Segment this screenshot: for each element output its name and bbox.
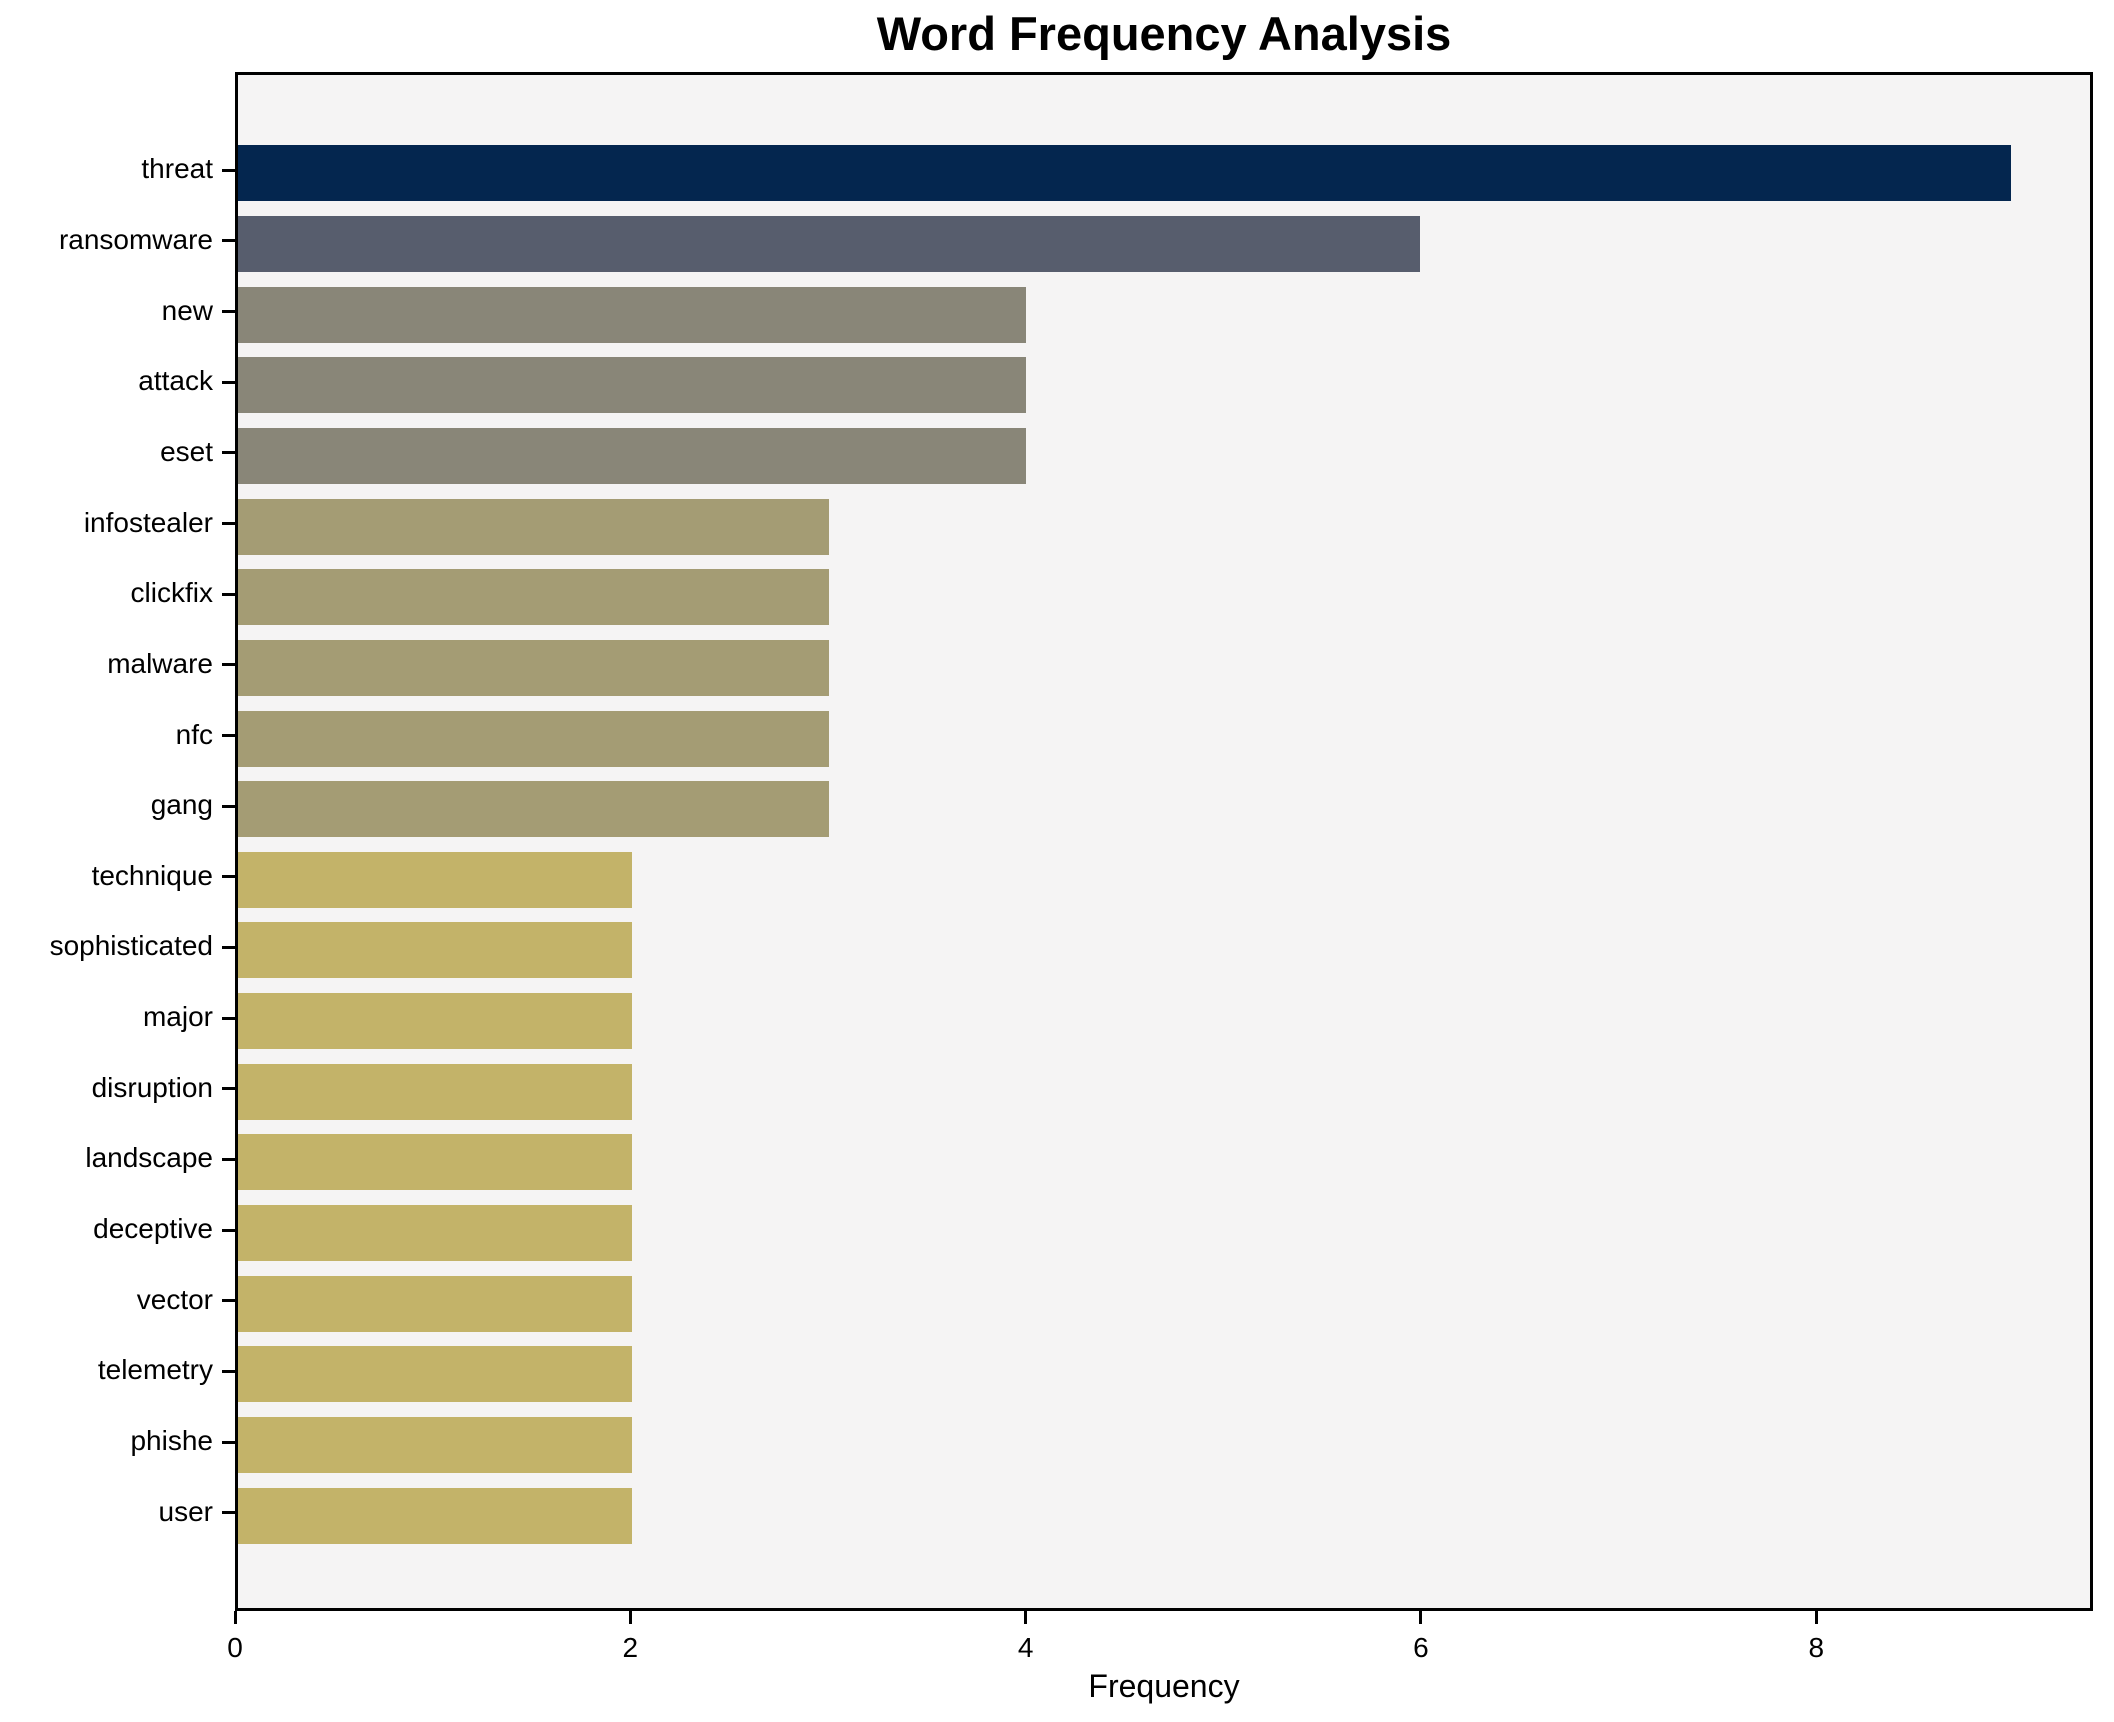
plot-area [235, 72, 2093, 1611]
y-tick-label-technique: technique [91, 859, 213, 891]
y-tick-label-major: major [142, 1001, 213, 1033]
y-tick-mark [222, 1228, 235, 1232]
y-tick-mark [222, 239, 235, 243]
y-tick-label-user: user [158, 1495, 213, 1527]
y-tick-label-attack: attack [138, 365, 213, 397]
x-tick-label-8: 8 [1808, 1632, 1825, 1663]
y-tick-mark [222, 380, 235, 384]
y-tick-mark [222, 1157, 235, 1161]
y-tick-mark [222, 310, 235, 314]
y-tick-label-malware: malware [107, 647, 213, 679]
bar-deceptive [238, 1205, 633, 1262]
bar-ransomware [238, 215, 1421, 272]
bar-new [238, 286, 1027, 343]
bar-attack [238, 357, 1027, 414]
y-tick-label-disruption: disruption [91, 1071, 213, 1103]
bar-nfc [238, 710, 830, 767]
bar-threat [238, 145, 2012, 202]
bar-user [238, 1487, 633, 1544]
x-axis-label: Frequency [1088, 1668, 1240, 1704]
y-tick-mark [222, 1440, 235, 1444]
y-tick-mark [222, 1299, 235, 1303]
bar-infostealer [238, 498, 830, 555]
y-tick-label-landscape: landscape [85, 1142, 213, 1174]
bars-layer [238, 75, 2090, 1608]
y-tick-mark [222, 1369, 235, 1373]
bar-disruption [238, 1063, 633, 1120]
y-tick-mark [222, 734, 235, 738]
y-tick-label-deceptive: deceptive [93, 1213, 213, 1245]
y-tick-label-clickfix: clickfix [130, 577, 213, 609]
bar-vector [238, 1275, 633, 1332]
x-tick-mark [233, 1611, 237, 1624]
y-tick-mark [222, 1511, 235, 1515]
y-tick-mark [222, 875, 235, 879]
y-tick-label-new: new [161, 294, 213, 326]
bar-technique [238, 851, 633, 908]
y-tick-label-threat: threat [141, 153, 213, 185]
y-tick-label-eset: eset [160, 435, 213, 467]
bar-landscape [238, 1134, 633, 1191]
y-tick-mark [222, 663, 235, 667]
x-tick-label-6: 6 [1413, 1632, 1429, 1663]
y-tick-label-nfc: nfc [175, 718, 213, 750]
x-tick-mark [1814, 1611, 1818, 1624]
y-tick-label-telemetry: telemetry [97, 1354, 213, 1386]
y-tick-mark [222, 522, 235, 526]
x-tick-label-2: 2 [622, 1632, 639, 1663]
bar-major [238, 993, 633, 1050]
y-tick-label-phishe: phishe [130, 1425, 213, 1457]
bar-phishe [238, 1417, 633, 1474]
x-tick-label-0: 0 [227, 1632, 243, 1663]
y-tick-label-vector: vector [136, 1283, 213, 1315]
bar-sophisticated [238, 922, 633, 979]
bar-gang [238, 781, 830, 838]
bar-clickfix [238, 569, 830, 626]
y-tick-mark [222, 592, 235, 596]
x-tick-mark [1024, 1611, 1028, 1624]
x-tick-label-4: 4 [1017, 1632, 1034, 1663]
y-tick-label-gang: gang [150, 789, 213, 821]
bar-eset [238, 427, 1027, 484]
chart-title: Word Frequency Analysis [876, 7, 1452, 60]
bar-malware [238, 639, 830, 696]
x-tick-mark [1419, 1611, 1423, 1624]
x-tick-mark [628, 1611, 632, 1624]
y-tick-label-ransomware: ransomware [58, 223, 213, 255]
y-tick-mark [222, 451, 235, 455]
y-tick-mark [222, 945, 235, 949]
y-tick-mark [222, 804, 235, 808]
y-tick-mark [222, 1087, 235, 1091]
y-tick-mark [222, 1016, 235, 1020]
y-tick-label-sophisticated: sophisticated [49, 930, 213, 962]
y-tick-mark [222, 168, 235, 172]
bar-telemetry [238, 1346, 633, 1403]
y-tick-label-infostealer: infostealer [83, 506, 213, 538]
